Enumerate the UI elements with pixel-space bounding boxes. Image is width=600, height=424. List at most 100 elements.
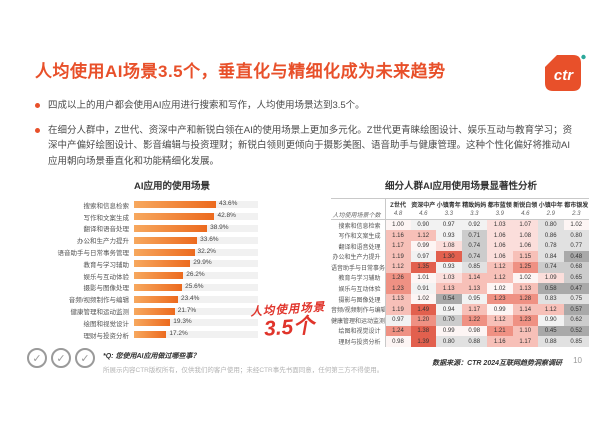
heatmap-cell: 1.03 <box>436 272 462 284</box>
heatmap-cell: 0.97 <box>410 251 436 263</box>
heatmap-row: 搜索和信息检索 1.00 0.90 0.97 0.92 1.03 1.07 0.80 1.02 <box>331 219 589 231</box>
heatmap-cell: 0.93 <box>436 262 462 273</box>
bar-fill <box>134 201 216 209</box>
heatmap-cell: 0.58 <box>538 283 564 294</box>
heatmap-column-header: 小镇青年 <box>436 198 462 210</box>
heatmap-cell: 0.45 <box>538 325 564 337</box>
heatmap-cell: 0.86 <box>538 230 564 241</box>
avg-scenes-annotation: 人均使用场景 3.5个 <box>250 298 327 340</box>
bullet-list: 四成以上的用户都会使用AI应用进行搜索和写作，人均使用场景达到3.5个。 在细分… <box>35 98 575 179</box>
heatmap-table: Z世代 资深中产 小镇青年 精致妈妈 都市蓝领 新锐白领 小镇中年 都市银发 人均使用场景个数… <box>331 198 589 347</box>
heatmap-cell: 1.12 <box>487 262 513 273</box>
heatmap-cell: 1.00 <box>385 219 411 231</box>
heatmap-cell: 1.12 <box>487 272 513 284</box>
bullet-dot-icon <box>35 127 40 133</box>
bullet-text: 在细分人群中，Z世代、资深中产和新锐白领在AI的使用场景上更加多元化。Z世代更青… <box>48 124 573 168</box>
bar-fill <box>134 272 184 280</box>
heatmap-row-label: 办公和生产力提升 <box>331 251 386 263</box>
heatmap-title: 细分人群AI应用使用场景显著性分析 <box>384 181 537 192</box>
heatmap-mean-cell: 3.9 <box>487 209 513 221</box>
bar-track: 33.6% <box>134 236 258 244</box>
heatmap-row-label: 教育与学习辅助 <box>331 272 386 284</box>
heatmap-cell: 1.28 <box>512 293 538 305</box>
heatmap-cell: 1.12 <box>385 262 411 273</box>
heatmap-cell: 0.48 <box>563 251 589 263</box>
heatmap-cell: 1.17 <box>461 304 487 316</box>
heatmap-mean-cell: 3.3 <box>436 209 462 221</box>
bar-fill <box>134 295 178 303</box>
heatmap-cell: 0.85 <box>461 262 487 273</box>
heatmap-cell: 0.97 <box>385 315 411 326</box>
bar-value-label: 42.8% <box>217 212 236 220</box>
heatmap-cell: 0.92 <box>461 219 487 231</box>
heatmap-cell: 1.09 <box>538 272 564 284</box>
heatmap-cell: 0.71 <box>461 230 487 241</box>
heatmap-column-header: 都市蓝领 <box>487 198 513 210</box>
heatmap-row: 摄影与图像处理 1.13 1.02 0.54 0.95 1.23 1.28 0.83 0.75 <box>331 293 589 305</box>
heatmap-row-label: 健康管理和运动监测 <box>331 315 386 326</box>
heatmap-cell: 1.19 <box>385 251 411 263</box>
heatmap-cell: 1.12 <box>538 304 564 316</box>
heatmap-cell: 1.26 <box>385 272 411 284</box>
bar-category-label: 写作和文案生成 <box>83 214 130 222</box>
heatmap-cell: 1.25 <box>512 262 538 273</box>
heatmap-row: 教育与学习辅助 1.26 1.01 1.03 1.14 1.12 1.02 1.09 0.65 <box>331 272 589 284</box>
heatmap-row-label: 写作和文案生成 <box>331 230 386 241</box>
heatmap-panel: 细分人群AI应用使用场景显著性分析 Z世代 资深中产 小镇青年 精致妈妈 都市蓝领 新锐白… <box>331 178 591 350</box>
bar-value-label: 25.6% <box>185 282 204 290</box>
heatmap-cell: 1.22 <box>461 315 487 326</box>
bar-fill <box>134 224 208 232</box>
heatmap-column-header: 新锐白领 <box>512 198 538 210</box>
heatmap-cell: 0.85 <box>563 336 589 347</box>
heatmap-cell: 1.38 <box>410 325 436 337</box>
bar-row: 音频/视频制作与编辑 23.4% <box>22 293 322 305</box>
heatmap-cell: 1.19 <box>385 304 411 316</box>
heatmap-cell: 0.47 <box>563 283 589 294</box>
data-source: 数据来源：CTR 2024互联网趋势洞察调研 <box>432 360 562 367</box>
bar-value-label: 43.6% <box>218 200 238 208</box>
heatmap-row-label: 娱乐与互动体验 <box>331 283 386 294</box>
heatmap-row: 绘图和视觉设计 1.24 1.38 0.99 0.98 1.21 1.10 0.45 0.52 <box>331 325 589 337</box>
heatmap-cell: 1.06 <box>512 240 538 252</box>
heatmap-cell: 1.13 <box>512 283 538 294</box>
bar-fill <box>134 260 191 268</box>
bar-value-label: 32.2% <box>197 247 216 255</box>
heatmap-cell: 0.84 <box>538 251 564 263</box>
heatmap-cell: 0.74 <box>461 240 487 252</box>
heatmap-mean-cell: 4.8 <box>385 209 411 221</box>
heatmap-cell: 0.90 <box>538 315 564 326</box>
bar-fill <box>134 236 198 244</box>
logo-dot <box>581 54 586 60</box>
heatmap-cell: 1.14 <box>461 272 487 284</box>
bar-fill <box>134 319 171 327</box>
bar-row: 理财与投资分析 17.2% <box>22 329 322 341</box>
heatmap-row: 理财与投资分析 0.98 1.39 0.80 0.88 1.16 1.17 0.88 0.85 <box>331 336 589 347</box>
heatmap-cell: 1.06 <box>487 240 513 252</box>
heatmap-cell: 0.57 <box>563 304 589 316</box>
heatmap-cell: 0.99 <box>410 240 436 252</box>
bar-fill <box>134 248 195 256</box>
heatmap-mean-cell: 2.9 <box>538 209 564 221</box>
logo-shape <box>545 55 581 91</box>
bar-row: 办公和生产力提升 33.6% <box>22 234 322 246</box>
bar-row: 搜索和信息检索 43.6% <box>22 199 322 211</box>
heatmap-row-label: 人均使用场景个数 <box>331 209 386 221</box>
stamp-icon: ✓ <box>27 348 47 368</box>
heatmap-cell: 0.77 <box>563 240 589 252</box>
heatmap-cell: 0.75 <box>563 293 589 305</box>
heatmap-cell: 1.06 <box>487 251 513 263</box>
heatmap-cell: 0.99 <box>487 304 513 316</box>
heatmap-cell: 0.90 <box>410 219 436 231</box>
heatmap-row: 健康管理和运动监测 0.97 1.20 0.70 1.22 1.12 1.23 0.90 0.6… <box>331 315 589 326</box>
heatmap-cell: 0.99 <box>436 325 462 337</box>
bar-track: 19.3% <box>134 318 258 327</box>
heatmap-cell: 0.54 <box>436 293 462 305</box>
heatmap-cell: 1.23 <box>512 315 538 326</box>
heatmap-cell: 1.08 <box>436 240 462 252</box>
page-number: 10 <box>573 356 582 365</box>
heatmap-row: 写作和文案生成 1.16 1.12 0.93 0.71 1.06 1.08 0.86 0.80 <box>331 230 589 241</box>
bar-fill <box>134 213 215 221</box>
heatmap-header: Z世代 资深中产 小镇青年 精致妈妈 都市蓝领 新锐白领 小镇中年 都市银发 <box>331 198 589 210</box>
heatmap-cell: 0.94 <box>436 304 462 316</box>
heatmap-row: 音频/视频制作与编辑 1.19 1.49 0.94 1.17 0.99 1.14 1.12 0.… <box>331 304 589 316</box>
